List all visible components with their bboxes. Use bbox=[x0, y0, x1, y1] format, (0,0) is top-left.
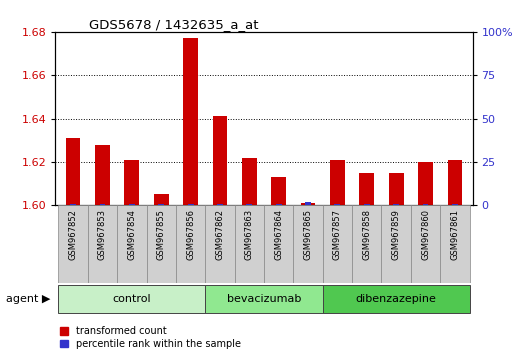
Bar bbox=[422, 204, 429, 205]
Text: GSM967859: GSM967859 bbox=[392, 209, 401, 260]
Bar bbox=[70, 204, 76, 205]
Text: bevacizumab: bevacizumab bbox=[227, 294, 301, 304]
Bar bbox=[276, 204, 281, 205]
Bar bbox=[187, 204, 193, 205]
Text: GSM967863: GSM967863 bbox=[245, 209, 254, 260]
Bar bbox=[330, 160, 345, 205]
Bar bbox=[183, 38, 198, 205]
Bar bbox=[382, 205, 411, 283]
Text: control: control bbox=[112, 294, 151, 304]
Bar bbox=[301, 203, 315, 205]
Bar bbox=[411, 205, 440, 283]
Bar bbox=[205, 205, 234, 283]
Text: GSM967854: GSM967854 bbox=[127, 209, 136, 260]
Bar bbox=[154, 194, 168, 205]
Bar bbox=[176, 205, 205, 283]
Bar bbox=[448, 160, 463, 205]
Bar bbox=[59, 205, 88, 283]
Bar bbox=[88, 205, 117, 283]
Text: GSM967861: GSM967861 bbox=[450, 209, 459, 260]
Text: agent ▶: agent ▶ bbox=[6, 294, 50, 304]
Text: dibenzazepine: dibenzazepine bbox=[356, 294, 437, 304]
Bar bbox=[323, 205, 352, 283]
Bar bbox=[418, 162, 433, 205]
Text: GSM967857: GSM967857 bbox=[333, 209, 342, 260]
Bar bbox=[389, 173, 403, 205]
Bar bbox=[65, 138, 80, 205]
Text: GSM967864: GSM967864 bbox=[274, 209, 283, 260]
Bar bbox=[205, 285, 323, 314]
Bar bbox=[158, 204, 164, 205]
Bar bbox=[234, 205, 264, 283]
Text: GSM967862: GSM967862 bbox=[215, 209, 224, 260]
Bar bbox=[217, 204, 223, 205]
Bar bbox=[364, 204, 370, 205]
Bar bbox=[146, 205, 176, 283]
Bar bbox=[452, 204, 458, 205]
Bar bbox=[323, 285, 469, 314]
Text: GSM967853: GSM967853 bbox=[98, 209, 107, 260]
Bar bbox=[129, 204, 135, 205]
Text: GSM967856: GSM967856 bbox=[186, 209, 195, 260]
Text: GSM967860: GSM967860 bbox=[421, 209, 430, 260]
Text: GSM967855: GSM967855 bbox=[157, 209, 166, 260]
Bar bbox=[99, 204, 106, 205]
Bar bbox=[264, 205, 294, 283]
Text: GSM967865: GSM967865 bbox=[304, 209, 313, 260]
Bar bbox=[393, 204, 399, 205]
Bar bbox=[95, 145, 110, 205]
Text: GSM967858: GSM967858 bbox=[362, 209, 371, 260]
Bar bbox=[360, 173, 374, 205]
Bar bbox=[247, 204, 252, 205]
Bar bbox=[213, 116, 227, 205]
Bar bbox=[242, 158, 257, 205]
Bar bbox=[335, 204, 341, 205]
Bar bbox=[294, 205, 323, 283]
Text: GDS5678 / 1432635_a_at: GDS5678 / 1432635_a_at bbox=[89, 18, 258, 31]
Legend: transformed count, percentile rank within the sample: transformed count, percentile rank withi… bbox=[60, 326, 241, 349]
Bar bbox=[352, 205, 382, 283]
Bar bbox=[440, 205, 469, 283]
Bar bbox=[59, 285, 205, 314]
Bar bbox=[125, 160, 139, 205]
Bar bbox=[305, 202, 311, 205]
Bar bbox=[271, 177, 286, 205]
Text: GSM967852: GSM967852 bbox=[69, 209, 78, 260]
Bar bbox=[117, 205, 146, 283]
